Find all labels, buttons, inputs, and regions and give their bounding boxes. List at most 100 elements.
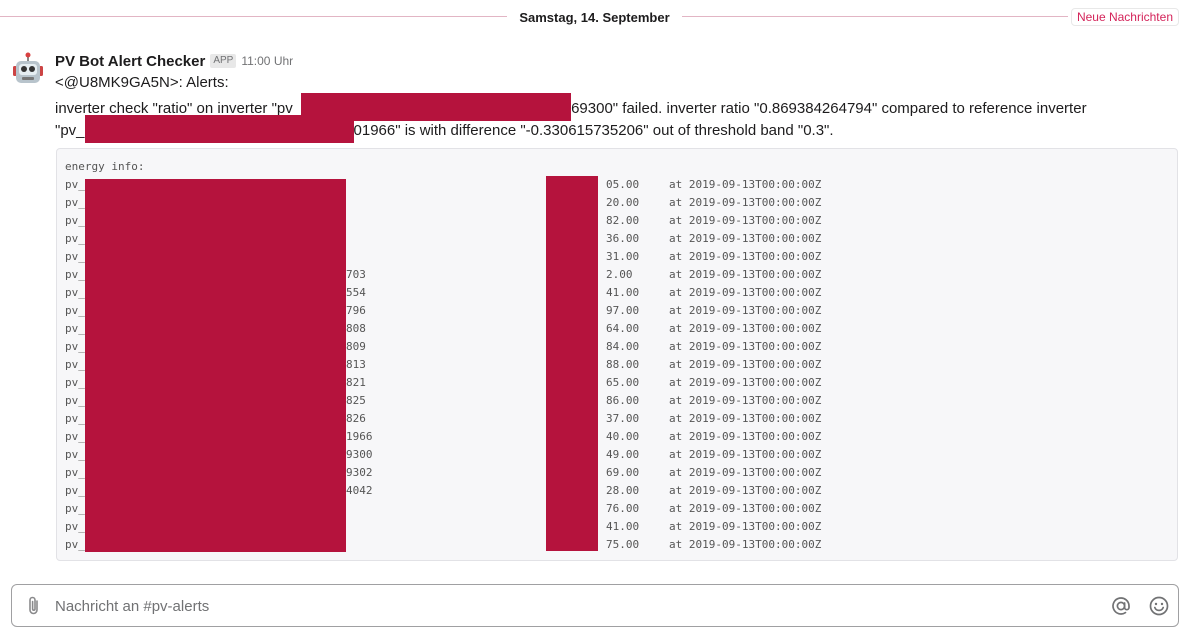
date-divider: Samstag, 14. September Neue Nachrichten: [0, 8, 1185, 28]
code-value: 82.00: [606, 214, 640, 227]
code-date: at 2019-09-13T00:00:00Z: [669, 538, 822, 551]
code-date: at 2019-09-13T00:00:00Z: [669, 178, 822, 191]
code-line: pv_ 703 2.00 at 2019-09-13T00:00:00Z: [65, 266, 1165, 284]
message-line-2-end: 69300" failed. inverter ratio "0.8693842…: [571, 100, 1087, 117]
code-line: pv_ 4042 28.00 at 2019-09-13T00:00:00Z: [65, 482, 1165, 500]
code-value: 05.00: [606, 178, 640, 191]
code-id-suffix: 809: [346, 340, 366, 353]
message-line-3: "pv_ 01966" is with difference "-0.330615…: [55, 115, 834, 143]
code-value: 75.00: [606, 538, 640, 551]
code-id-suffix: 9302: [346, 466, 373, 479]
redaction-block: [84, 115, 354, 143]
code-date: at 2019-09-13T00:00:00Z: [669, 484, 822, 497]
code-line: pv_ 36.00 at 2019-09-13T00:00:00Z: [65, 230, 1165, 248]
code-value: 41.00: [606, 286, 640, 299]
code-date: at 2019-09-13T00:00:00Z: [669, 376, 822, 389]
code-value: 28.00: [606, 484, 640, 497]
code-prefix: pv_: [65, 430, 85, 443]
code-id-suffix: 796: [346, 304, 366, 317]
code-line: pv_ 796 97.00 at 2019-09-13T00:00:00Z: [65, 302, 1165, 320]
code-line: pv_ 9302 69.00 at 2019-09-13T00:00:00Z: [65, 464, 1165, 482]
code-line: pv_ 82.00 at 2019-09-13T00:00:00Z: [65, 212, 1165, 230]
divider-line-left: [0, 16, 507, 17]
code-id-suffix: 4042: [346, 484, 373, 497]
message-header: PV Bot Alert Checker APP 11:00 Uhr: [55, 51, 293, 71]
code-id-suffix: 554: [346, 286, 366, 299]
divider-line-right: [682, 16, 1068, 17]
code-value: 64.00: [606, 322, 640, 335]
code-id-suffix: 808: [346, 322, 366, 335]
code-value: 36.00: [606, 232, 640, 245]
code-date: at 2019-09-13T00:00:00Z: [669, 250, 822, 263]
code-line: pv_ 813 88.00 at 2019-09-13T00:00:00Z: [65, 356, 1165, 374]
code-value: 86.00: [606, 394, 640, 407]
message-line-1: <@U8MK9GA5N>: Alerts:: [55, 74, 229, 91]
paperclip-icon[interactable]: [24, 595, 44, 617]
code-value: 2.00: [606, 268, 633, 281]
code-line: pv_ 808 64.00 at 2019-09-13T00:00:00Z: [65, 320, 1165, 338]
code-prefix: pv_: [65, 196, 85, 209]
code-prefix: pv_: [65, 448, 85, 461]
code-prefix: pv_: [65, 484, 85, 497]
code-line: pv_ 825 86.00 at 2019-09-13T00:00:00Z: [65, 392, 1165, 410]
code-line: pv_ 75.00 at 2019-09-13T00:00:00Z: [65, 536, 1165, 554]
message-input[interactable]: [55, 593, 1095, 619]
code-header: energy info:: [65, 160, 145, 173]
smiley-icon[interactable]: [1148, 595, 1170, 617]
code-prefix: pv_: [65, 520, 85, 533]
at-sign-icon[interactable]: [1110, 595, 1132, 617]
message-line-3-start: "pv_: [55, 122, 85, 139]
code-id-suffix: 703: [346, 268, 366, 281]
code-line: pv_ 554 41.00 at 2019-09-13T00:00:00Z: [65, 284, 1165, 302]
code-prefix: pv_: [65, 340, 85, 353]
code-value: 49.00: [606, 448, 640, 461]
code-id-suffix: 1966: [346, 430, 373, 443]
code-value: 88.00: [606, 358, 640, 371]
code-prefix: pv_: [65, 358, 85, 371]
code-value: 84.00: [606, 340, 640, 353]
code-date: at 2019-09-13T00:00:00Z: [669, 466, 822, 479]
code-line: pv_ 31.00 at 2019-09-13T00:00:00Z: [65, 248, 1165, 266]
sender-name[interactable]: PV Bot Alert Checker: [55, 52, 206, 70]
code-value: 41.00: [606, 520, 640, 533]
code-prefix: pv_: [65, 466, 85, 479]
code-prefix: pv_: [65, 178, 85, 191]
code-date: at 2019-09-13T00:00:00Z: [669, 322, 822, 335]
code-line: pv_ 826 37.00 at 2019-09-13T00:00:00Z: [65, 410, 1165, 428]
code-prefix: pv_: [65, 412, 85, 425]
code-prefix: pv_: [65, 268, 85, 281]
robot-icon[interactable]: [10, 52, 46, 88]
code-prefix: pv_: [65, 502, 85, 515]
code-line: pv_ 1966 40.00 at 2019-09-13T00:00:00Z: [65, 428, 1165, 446]
new-messages-button[interactable]: Neue Nachrichten: [1070, 8, 1179, 26]
message-line-2-start: inverter check "ratio" on inverter "pv_: [55, 100, 302, 117]
code-prefix: pv_: [65, 376, 85, 389]
code-prefix: pv_: [65, 394, 85, 407]
code-line: pv_ 809 84.00 at 2019-09-13T00:00:00Z: [65, 338, 1165, 356]
code-id-suffix: 826: [346, 412, 366, 425]
code-date: at 2019-09-13T00:00:00Z: [669, 394, 822, 407]
code-date: at 2019-09-13T00:00:00Z: [669, 502, 822, 515]
code-prefix: pv_: [65, 322, 85, 335]
code-value: 40.00: [606, 430, 640, 443]
message-composer: [11, 584, 1179, 627]
code-line: pv_ 05.00 at 2019-09-13T00:00:00Z: [65, 176, 1165, 194]
code-prefix: pv_: [65, 538, 85, 551]
code-id-suffix: 825: [346, 394, 366, 407]
code-date: at 2019-09-13T00:00:00Z: [669, 304, 822, 317]
code-value: 97.00: [606, 304, 640, 317]
code-date: at 2019-09-13T00:00:00Z: [669, 430, 822, 443]
code-line: pv_ 20.00 at 2019-09-13T00:00:00Z: [65, 194, 1165, 212]
timestamp[interactable]: 11:00 Uhr: [241, 54, 294, 68]
code-date: at 2019-09-13T00:00:00Z: [669, 196, 822, 209]
code-value: 65.00: [606, 376, 640, 389]
code-date: at 2019-09-13T00:00:00Z: [669, 340, 822, 353]
code-id-suffix: 821: [346, 376, 366, 389]
code-line: pv_ 9300 49.00 at 2019-09-13T00:00:00Z: [65, 446, 1165, 464]
code-line: pv_ 76.00 at 2019-09-13T00:00:00Z: [65, 500, 1165, 518]
code-id-suffix: 813: [346, 358, 366, 371]
app-badge: APP: [210, 54, 237, 68]
code-prefix: pv_: [65, 214, 85, 227]
code-value: 31.00: [606, 250, 640, 263]
date-label: Samstag, 14. September: [519, 10, 670, 25]
